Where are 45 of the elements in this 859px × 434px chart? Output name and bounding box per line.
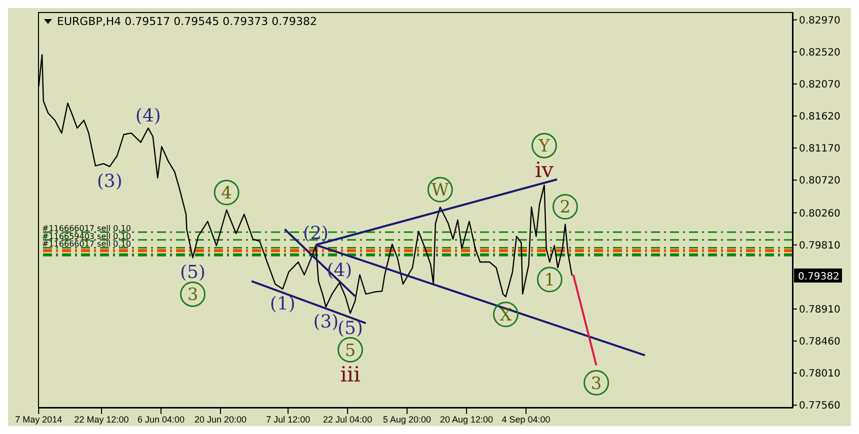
annotation: W: [431, 180, 450, 201]
x-tick-label: 20 Jun 20:00: [194, 414, 247, 424]
annotation: 4: [221, 184, 232, 204]
x-tick-label: 7 Jul 12:00: [266, 414, 310, 424]
annotation: (3): [313, 311, 339, 332]
y-tick-label: 0.78010: [799, 368, 840, 380]
y-tick-label: 0.82970: [799, 15, 840, 26]
annotation: (4): [326, 260, 352, 282]
annotation: iii: [340, 362, 361, 386]
y-tick-label: 0.80720: [799, 176, 840, 187]
annotation: (1): [270, 294, 296, 315]
annotation: Y: [538, 136, 551, 157]
annotation: (4): [135, 106, 161, 127]
x-tick-label: 6 Jun 04:00: [137, 414, 185, 424]
ref-line-label: #116666017 sell 0.10: [42, 224, 131, 234]
x-tick-label: 7 May 2014: [15, 414, 62, 424]
annotation: 1: [544, 270, 556, 290]
y-tick-label: 0.79810: [799, 240, 840, 252]
annotation: 3: [187, 285, 198, 306]
x-tick-label: 22 May 12:00: [74, 414, 129, 424]
y-tick-label: 0.78460: [799, 336, 840, 348]
y-tick-label: 0.81620: [799, 112, 840, 123]
y-tick-label: 0.82070: [799, 79, 840, 90]
x-tick-label: 4 Sep 04:00: [502, 414, 550, 424]
annotation: 5: [344, 340, 356, 361]
y-tick-label: 0.80260: [799, 208, 840, 220]
y-tick-label: 0.82520: [799, 47, 840, 58]
annotation: (5): [180, 262, 206, 284]
y-tick-label: 0.81170: [799, 144, 840, 155]
annotation: 3: [590, 374, 602, 394]
x-tick-label: 20 Aug 12:00: [440, 414, 494, 424]
ref-line-label: #116659403 sell 0.10: [42, 232, 131, 241]
x-tick-label: 22 Jul 04:00: [323, 414, 372, 424]
annotation: (2): [303, 223, 329, 244]
annotation: 2: [560, 198, 571, 218]
y-tick-label: 0.77560: [799, 400, 840, 412]
x-tick-label: 5 Aug 20:00: [383, 414, 432, 424]
annotation: X: [500, 305, 513, 326]
chart-title: EURGBP,H4 0.79517 0.79545 0.79373 0.79382: [57, 15, 318, 28]
annotation: (3): [96, 171, 122, 192]
text: 0.79382: [798, 272, 840, 283]
y-tick-label: 0.78910: [799, 304, 840, 316]
annotation: iv: [534, 158, 554, 182]
annotation: (5): [338, 318, 364, 339]
ref-line-label: #116666017 sell 0.10: [42, 240, 131, 249]
